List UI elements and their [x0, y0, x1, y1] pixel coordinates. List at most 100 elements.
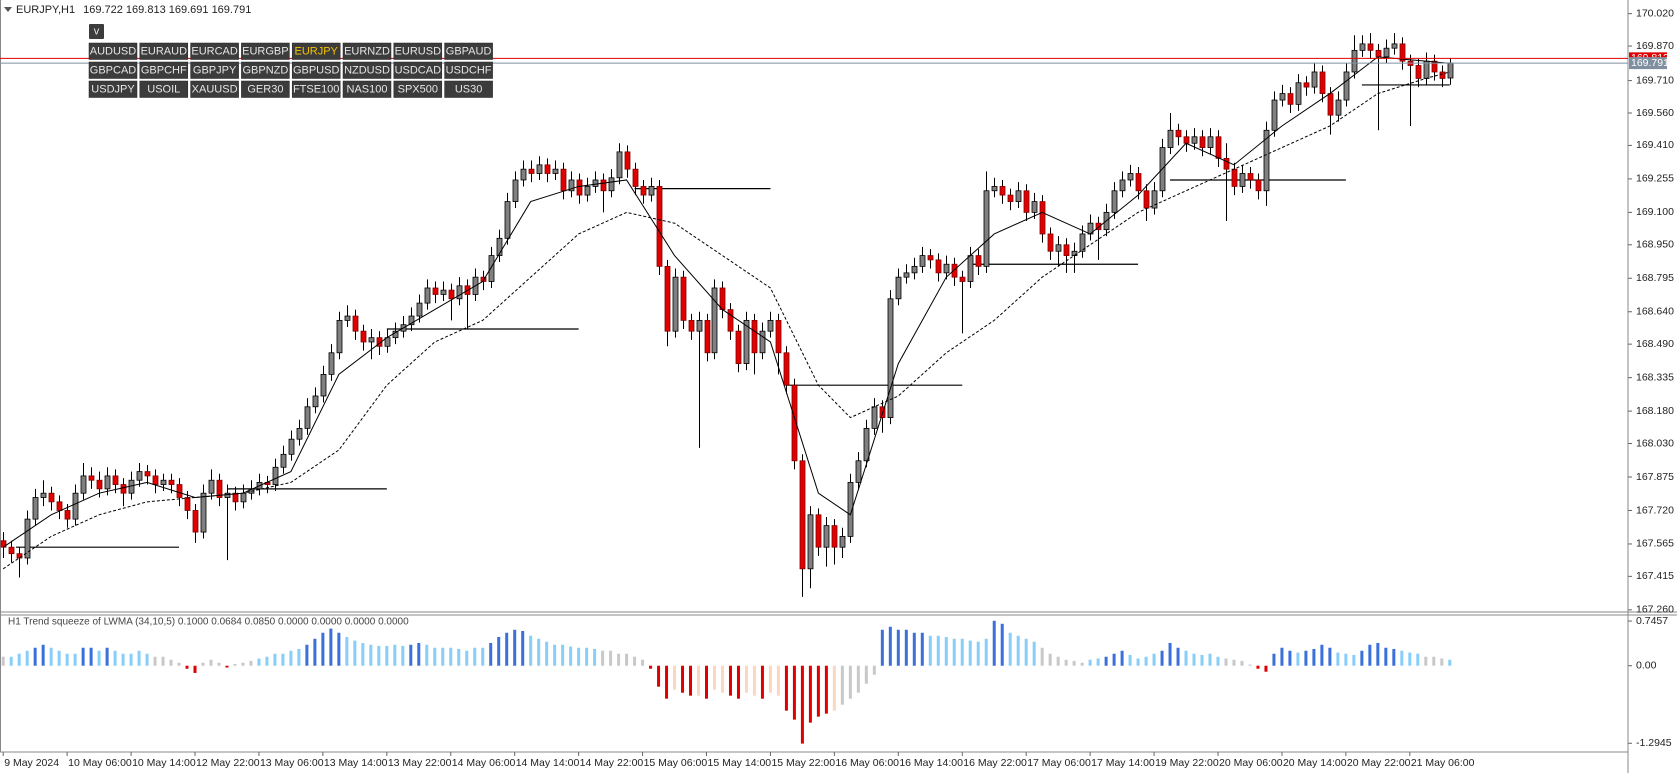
symbol-button[interactable] — [393, 42, 443, 60]
symbol-button[interactable] — [88, 80, 138, 98]
quote-values: 169.722 169.813 169.691 169.791 — [83, 4, 251, 16]
histogram-bar — [601, 650, 605, 666]
histogram-bar — [673, 665, 677, 690]
symbol-label: USOIL — [147, 83, 180, 95]
x-tick-label: 13 May 22:00 — [388, 757, 452, 769]
candle-body — [504, 201, 511, 239]
candle-body — [136, 471, 143, 481]
symbol-button[interactable] — [190, 42, 239, 60]
candle-body — [1343, 71, 1350, 101]
y-tick-label: 170.020 — [1636, 7, 1674, 19]
symbol-button[interactable] — [444, 61, 493, 79]
histogram-bar — [1368, 644, 1372, 666]
candle-body — [600, 179, 607, 192]
histogram-bar — [1336, 652, 1340, 666]
symbol-button[interactable] — [190, 80, 239, 98]
symbol-label: FTSE100 — [293, 83, 339, 95]
symbol-button[interactable] — [241, 80, 290, 98]
histogram-bar — [497, 636, 501, 666]
histogram-bar — [1384, 647, 1388, 666]
symbol-button[interactable] — [88, 61, 138, 79]
candle-body — [1231, 168, 1238, 187]
toggle-button[interactable] — [89, 24, 104, 39]
candle-body — [520, 168, 527, 181]
candle-body — [983, 190, 990, 267]
symbol-button[interactable] — [444, 42, 493, 60]
symbol-label: SPX500 — [398, 83, 438, 95]
histogram-bar — [577, 647, 581, 666]
symbol-button[interactable] — [291, 80, 341, 98]
symbol-button[interactable] — [342, 61, 392, 79]
histogram-bar — [1432, 656, 1436, 666]
candle-body — [632, 168, 639, 187]
symbol-button[interactable] — [342, 80, 392, 98]
histogram-bar — [9, 656, 13, 666]
symbol-button[interactable] — [342, 42, 392, 60]
histogram-bar — [561, 644, 565, 666]
histogram-bar — [1048, 653, 1052, 666]
symbol-button[interactable] — [291, 61, 341, 79]
candle-body — [688, 319, 695, 332]
candle-body — [576, 179, 583, 196]
candle-body — [1135, 173, 1142, 192]
histogram-bar — [25, 650, 29, 666]
histogram-bar — [816, 665, 820, 717]
symbol-button[interactable] — [393, 80, 443, 98]
x-tick-label: 20 May 22:00 — [1347, 757, 1411, 769]
x-tick-label: 10 May 14:00 — [132, 757, 196, 769]
symbol-button[interactable] — [393, 61, 443, 79]
candle-body — [80, 475, 87, 494]
candle-body — [1415, 65, 1422, 79]
histogram-bar — [712, 665, 716, 690]
symbol-button[interactable] — [139, 42, 189, 60]
x-tick-label: 13 May 14:00 — [324, 757, 388, 769]
histogram-bar — [808, 665, 812, 723]
histogram-bar — [992, 620, 996, 666]
symbol-button[interactable] — [241, 61, 290, 79]
symbol-label: XAUUSD — [192, 83, 238, 95]
candle-body — [328, 352, 335, 375]
y-tick-label: 0.7457 — [1636, 615, 1668, 627]
x-tick-label: 13 May 06:00 — [260, 757, 324, 769]
histogram-bar — [1248, 664, 1252, 666]
histogram-bar — [681, 665, 685, 693]
histogram-bar — [97, 650, 101, 666]
candle-body — [1007, 194, 1014, 202]
candle-body — [336, 319, 343, 354]
symbol-button[interactable] — [190, 61, 239, 79]
candle-body — [1399, 43, 1406, 62]
histogram-bar — [65, 653, 69, 666]
histogram-bar — [1240, 660, 1244, 666]
x-tick-label: 16 May 22:00 — [963, 757, 1027, 769]
symbol-button[interactable] — [241, 42, 290, 60]
histogram-bar — [545, 641, 549, 666]
candle-body — [1207, 136, 1214, 148]
candle-body — [799, 460, 806, 570]
candle-body — [624, 151, 631, 170]
symbol-button[interactable] — [444, 80, 493, 98]
histogram-bar — [1288, 650, 1292, 666]
candle-body — [783, 352, 790, 386]
candle-body — [847, 481, 854, 537]
histogram-bar — [1208, 653, 1212, 666]
price-tag-label: 169.791 — [1631, 57, 1669, 69]
x-tick-label: 10 May 06:00 — [68, 757, 132, 769]
symbol-button[interactable] — [88, 42, 138, 60]
candle-body — [863, 427, 870, 462]
histogram-bar — [1184, 650, 1188, 666]
histogram-bar — [665, 665, 669, 699]
histogram-bar — [1088, 659, 1092, 666]
candle-body — [696, 319, 703, 332]
symbol-label: GBPAUD — [446, 45, 492, 57]
x-tick-label: 17 May 14:00 — [1091, 757, 1155, 769]
candle-body — [975, 255, 982, 267]
symbol-button[interactable] — [291, 42, 341, 60]
candle-body — [1127, 173, 1134, 181]
symbol-button[interactable] — [139, 61, 189, 79]
candle-body — [1255, 179, 1262, 192]
y-tick-label: 168.950 — [1636, 239, 1674, 251]
candle-body — [1111, 190, 1118, 213]
symbol-button[interactable] — [139, 80, 189, 98]
histogram-bar — [1128, 654, 1132, 666]
